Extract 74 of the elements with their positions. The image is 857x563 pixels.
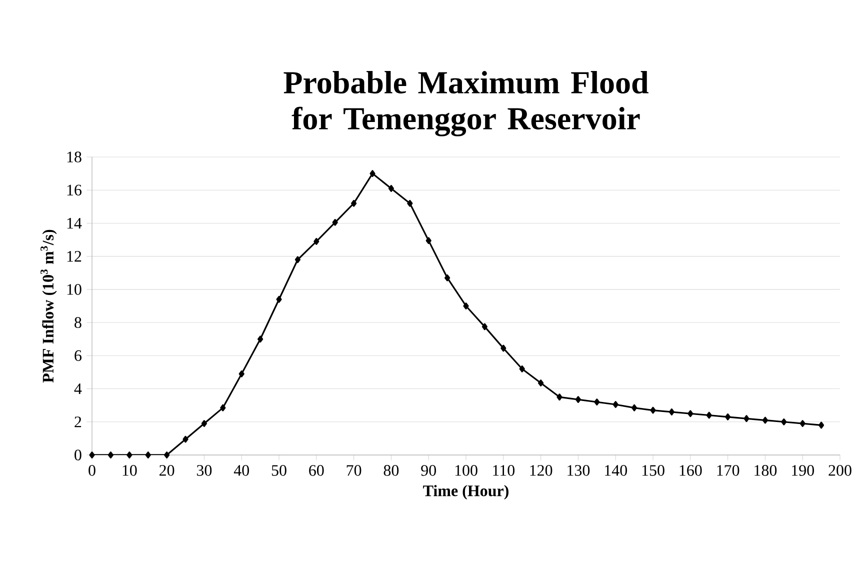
point (351, 200, 357, 207)
y-axis-title: PMF Inflow (10$^{3}$ m$^{3}$/s) (40, 230, 57, 383)
point (538, 380, 544, 386)
x-axis-title: Time (Hour) (423, 484, 508, 500)
point (145, 452, 151, 458)
y-tick-label: 6 (74, 350, 82, 362)
point (688, 410, 694, 418)
point (201, 420, 208, 427)
x-tick-label: 160 (680, 465, 702, 476)
point (294, 256, 301, 264)
y-tick-label: 14 (67, 218, 82, 228)
y-tick-label: 0 (74, 450, 82, 460)
x-tick-label: 0 (88, 465, 96, 476)
point (482, 323, 488, 330)
x-tick-label: 80 (384, 465, 399, 476)
x-tick-label: 30 (196, 465, 212, 476)
point (276, 296, 282, 303)
y-tick-label: 16 (67, 184, 82, 196)
point (220, 404, 226, 412)
x-tick-label: 20 (160, 465, 174, 476)
point (370, 170, 376, 178)
x-tick-label: 200 (828, 465, 852, 476)
point (612, 401, 618, 408)
point (108, 452, 114, 458)
y-tick-label: 10 (67, 284, 82, 295)
point (556, 394, 562, 401)
point (238, 370, 244, 378)
point (332, 218, 338, 226)
x-tick-label: 110 (493, 465, 514, 476)
x-tick-label: 140 (605, 465, 627, 476)
x-tick-label: 50 (272, 465, 286, 476)
point (426, 237, 432, 244)
y-tick-label: 8 (74, 317, 82, 328)
point (706, 412, 712, 419)
point (575, 396, 581, 403)
x-tick-label: 180 (754, 465, 777, 476)
point (407, 200, 413, 207)
x-tick-label: 190 (792, 465, 814, 476)
point (744, 415, 750, 422)
x-tick-label: 10 (122, 465, 137, 476)
y-tick-label: 4 (74, 383, 82, 394)
y-tick-label: 2 (74, 416, 82, 428)
x-tick-label: 130 (568, 465, 590, 476)
point (463, 302, 469, 310)
point (314, 238, 320, 245)
point (632, 404, 638, 412)
y-tick-label: 12 (67, 251, 82, 262)
x-tick-label: 170 (717, 465, 740, 476)
x-tick-label: 70 (346, 465, 362, 476)
point (126, 452, 132, 458)
point (519, 365, 525, 372)
point (164, 452, 170, 458)
point (781, 418, 787, 426)
point (388, 184, 394, 192)
point (818, 422, 824, 429)
point (500, 344, 506, 352)
x-tick-label: 150 (642, 465, 664, 476)
point (725, 413, 731, 420)
x-tick-label: 90 (421, 465, 436, 476)
point (668, 408, 674, 416)
point (258, 336, 264, 343)
point (594, 398, 600, 406)
point (650, 406, 656, 414)
x-tick-label: 120 (530, 465, 552, 476)
y-tick-label: 18 (67, 152, 82, 162)
point (762, 416, 768, 424)
point (89, 452, 95, 458)
x-tick-label: 60 (309, 465, 324, 476)
point (444, 274, 450, 282)
chart-title: Probable Maximum Flood for Temenggor Reservoir (284, 71, 648, 136)
point (182, 436, 188, 443)
point (800, 420, 806, 427)
x-tick-label: 40 (234, 465, 249, 476)
x-tick-label: 100 (455, 465, 478, 476)
